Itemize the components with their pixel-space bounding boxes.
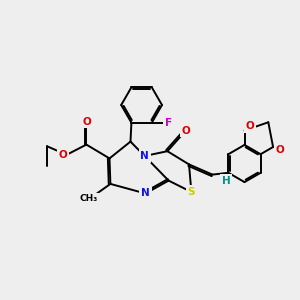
Text: O: O xyxy=(275,145,284,155)
Text: N: N xyxy=(141,188,150,199)
Text: O: O xyxy=(82,117,91,127)
Text: F: F xyxy=(165,118,172,128)
Text: O: O xyxy=(245,121,254,131)
Text: H: H xyxy=(221,176,230,186)
Text: N: N xyxy=(140,151,149,161)
Text: S: S xyxy=(188,187,195,197)
Text: O: O xyxy=(182,126,190,136)
Text: CH₃: CH₃ xyxy=(80,194,98,203)
Text: O: O xyxy=(58,150,68,160)
